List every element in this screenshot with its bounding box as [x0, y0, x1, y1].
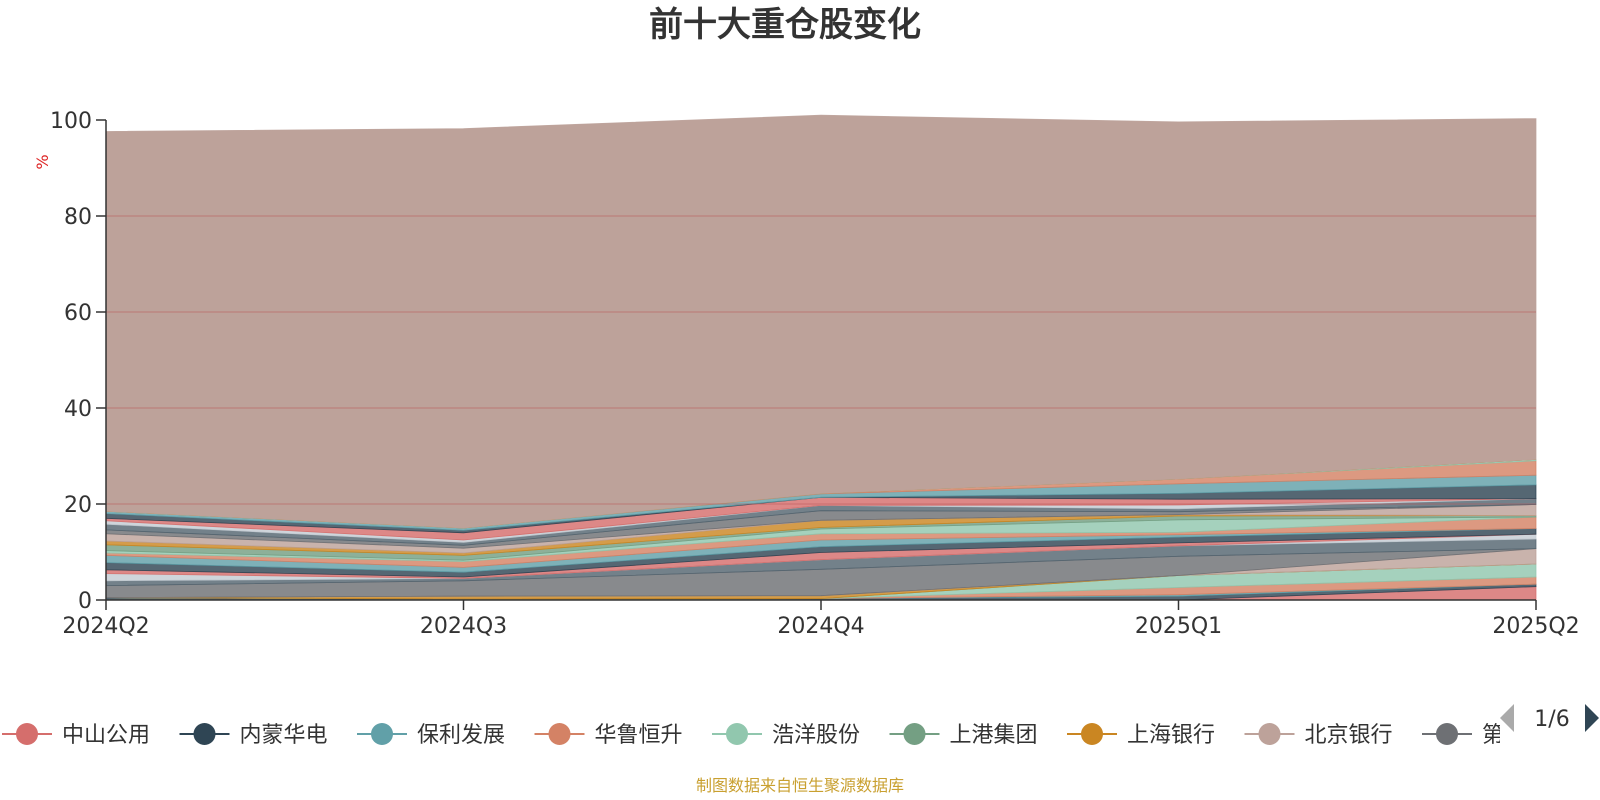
x-axis: 2024Q2 2024Q3 2024Q4 2025Q1 2025Q2: [62, 599, 1580, 639]
y-axis: 0 20 40 60 80 100: [50, 109, 107, 614]
x-tick-label: 2024Q2: [62, 614, 149, 639]
y-axis-unit: %: [33, 154, 52, 169]
gridlines: [106, 215, 1536, 505]
legend-circle-icon: [193, 723, 216, 745]
legend-next-page-icon[interactable]: [1585, 704, 1599, 732]
legend-item[interactable]: 上港集团: [889, 723, 1038, 748]
legend-label: 上海银行: [1127, 723, 1215, 748]
legend-circle-icon: [16, 723, 38, 745]
legend-circle-icon: [371, 723, 393, 745]
y-tick-label: 60: [64, 301, 92, 326]
y-tick-label: 80: [64, 205, 92, 230]
legend-pager: 1/6: [1500, 704, 1599, 732]
legend-label: 上港集团: [950, 723, 1038, 748]
y-tick-label: 100: [50, 109, 92, 134]
legend-label: 浩洋股份: [772, 723, 860, 748]
legend-circle-icon: [726, 723, 748, 745]
y-tick-label: 0: [78, 589, 92, 614]
x-tick-label: 2025Q2: [1492, 614, 1579, 639]
legend-label: 保利发展: [417, 723, 505, 748]
legend-prev-page-icon[interactable]: [1500, 704, 1514, 732]
legend-item[interactable]: 北京银行: [1244, 723, 1393, 748]
legend-item[interactable]: 浩洋股份: [712, 723, 860, 748]
legend-circle-icon: [1258, 723, 1281, 745]
legend-label: 中山公用: [62, 723, 150, 748]
legend-page-indicator: 1/6: [1534, 707, 1569, 732]
legend-item[interactable]: 保利发展: [357, 723, 505, 748]
legend-label: 内蒙华电: [240, 723, 328, 748]
y-tick-label: 20: [64, 493, 92, 518]
legend-item[interactable]: 第: [1422, 723, 1504, 748]
data-source-note: 制图数据来自恒生聚源数据库: [696, 776, 904, 795]
x-tick-label: 2025Q1: [1135, 614, 1222, 639]
legend: 中山公用 内蒙华电 保利发展 华鲁恒升 浩洋股份 上港集团 上海银行 北京银行 第 1/6: [2, 704, 1599, 748]
legend-item[interactable]: 中山公用: [2, 723, 150, 748]
legend-circle-icon: [548, 723, 571, 745]
legend-item[interactable]: 内蒙华电: [179, 723, 328, 748]
x-tick-label: 2024Q4: [777, 614, 864, 639]
legend-item[interactable]: 上海银行: [1067, 723, 1215, 748]
x-tick-label: 2024Q3: [420, 614, 507, 639]
chart-title: 前十大重仓股变化: [649, 5, 921, 45]
legend-label: 华鲁恒升: [595, 723, 683, 748]
legend-label: 北京银行: [1305, 723, 1393, 748]
legend-label: 第: [1482, 723, 1504, 748]
legend-circle-icon: [1081, 723, 1103, 745]
legend-item[interactable]: 华鲁恒升: [534, 723, 683, 748]
area-layers: [105, 114, 1537, 601]
y-tick-label: 40: [64, 397, 92, 422]
area-series-30: [105, 114, 1537, 529]
legend-circle-icon: [903, 723, 926, 745]
legend-circle-icon: [1436, 723, 1458, 745]
